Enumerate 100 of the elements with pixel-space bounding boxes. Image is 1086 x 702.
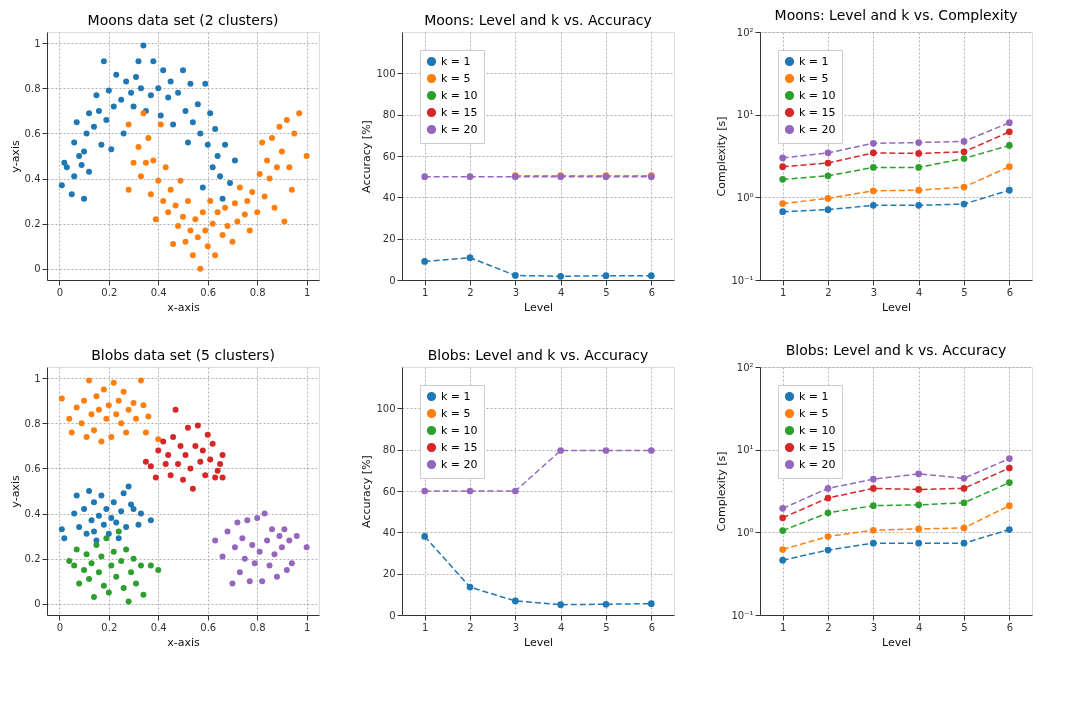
point	[779, 505, 787, 512]
chart-title: Moons data set (2 clusters)	[87, 12, 279, 28]
point	[466, 173, 474, 181]
point	[421, 487, 429, 495]
point	[209, 440, 216, 447]
point	[189, 485, 196, 492]
point	[90, 528, 97, 535]
point	[118, 420, 125, 427]
x-tick-label: 3	[870, 286, 878, 298]
legend-label: k = 10	[799, 423, 836, 437]
point	[869, 526, 877, 534]
point	[184, 424, 191, 431]
point	[120, 584, 127, 591]
point	[269, 526, 276, 533]
point	[293, 533, 300, 540]
y-tick-label: 0.6	[24, 127, 41, 139]
y-tick-label: 80	[382, 444, 396, 456]
x-tick-label: 4	[915, 286, 923, 298]
point	[100, 386, 107, 393]
point	[421, 258, 429, 265]
chart-title: Blobs: Level and k vs. Accuracy	[427, 347, 649, 363]
point	[95, 569, 102, 576]
point	[86, 575, 93, 582]
point	[170, 433, 177, 440]
point	[915, 486, 923, 493]
legend-label: k = 15	[799, 440, 836, 454]
point	[271, 551, 278, 558]
x-tick-label: 6	[1006, 286, 1014, 298]
point	[960, 200, 968, 208]
point	[103, 535, 110, 542]
point	[466, 487, 474, 495]
point	[133, 415, 140, 422]
point	[123, 429, 130, 436]
legend-label: k = 10	[799, 88, 836, 102]
point	[110, 379, 117, 386]
point	[73, 546, 80, 553]
y-tick-label: 10¹	[736, 444, 754, 456]
point	[915, 539, 923, 547]
x-tick-label: 0.2	[101, 286, 118, 298]
point	[824, 206, 832, 213]
point	[86, 377, 93, 384]
chart-title: Moons: Level and k vs. Complexity	[774, 7, 1018, 23]
point	[1005, 128, 1013, 136]
point	[180, 476, 186, 483]
point	[1005, 163, 1013, 171]
point	[192, 442, 199, 449]
point	[421, 173, 429, 181]
x-axis-title: x-axis	[167, 635, 201, 649]
point	[118, 557, 125, 564]
point	[779, 208, 787, 216]
point	[1005, 119, 1013, 127]
point	[207, 456, 214, 463]
point	[231, 544, 238, 551]
x-tick-label: 0.8	[249, 621, 266, 633]
point	[824, 195, 832, 202]
point	[137, 510, 144, 517]
point	[66, 415, 73, 422]
point	[95, 512, 102, 519]
x-tick-label: 2	[825, 621, 832, 633]
point	[81, 397, 88, 404]
point	[219, 553, 226, 560]
point	[133, 580, 140, 587]
y-axis-title: Accuracy [%]	[360, 120, 374, 193]
point	[219, 474, 226, 481]
y-tick-label: 0	[34, 263, 41, 275]
legend-label: k = 5	[441, 71, 471, 85]
x-tick-label: 5	[603, 286, 610, 298]
point	[869, 164, 877, 171]
point	[264, 537, 271, 544]
x-tick-label: 5	[603, 621, 610, 633]
point	[155, 447, 162, 454]
point	[224, 528, 231, 535]
point	[187, 465, 194, 472]
point	[115, 528, 122, 535]
point	[869, 475, 877, 483]
x-tick-label: 0.6	[200, 621, 217, 633]
point	[1005, 526, 1013, 533]
point	[115, 397, 122, 404]
point	[100, 582, 107, 589]
point	[869, 502, 877, 510]
x-tick-label: 6	[1006, 621, 1014, 633]
point	[869, 539, 877, 547]
point	[83, 551, 90, 558]
x-tick-label: 1	[421, 621, 429, 633]
point	[197, 458, 204, 465]
point	[869, 485, 877, 492]
point	[108, 515, 115, 522]
y-tick-label: 10²	[736, 361, 754, 373]
point	[165, 451, 172, 458]
point	[249, 542, 256, 549]
point	[283, 566, 290, 573]
x-tick-label: 0.8	[249, 286, 266, 298]
point	[824, 149, 832, 157]
point	[214, 467, 221, 474]
point	[266, 562, 273, 569]
point	[869, 187, 877, 195]
legend-label: k = 10	[441, 423, 478, 437]
point	[113, 573, 120, 580]
point	[90, 499, 97, 506]
x-tick-label: 3	[870, 621, 878, 633]
